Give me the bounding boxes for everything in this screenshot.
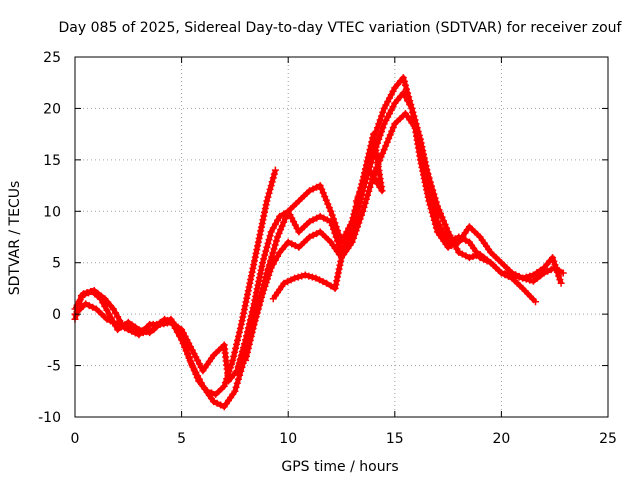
plot-frame — [74, 56, 609, 418]
x-axis-label: GPS time / hours — [281, 459, 398, 475]
x-tick-label: 10 — [279, 431, 297, 447]
y-tick-label: -10 — [38, 410, 61, 426]
y-tick-label: 25 — [43, 50, 61, 66]
series-track-1 — [71, 166, 279, 398]
series-point-markers — [269, 130, 386, 303]
x-tick-labels: 0 5 10 15 20 25 — [71, 431, 617, 447]
y-tick-label: 10 — [43, 204, 61, 220]
x-tick-label: 5 — [177, 431, 186, 447]
axis-ticks — [74, 56, 609, 418]
x-tick-label: 0 — [71, 431, 80, 447]
y-tick-label: 5 — [52, 256, 61, 272]
y-tick-label: -5 — [47, 359, 61, 375]
series-track-4 — [242, 110, 567, 364]
y-tick-label: 20 — [43, 101, 61, 117]
series-track-5 — [269, 130, 386, 303]
y-axis-label: SDTVAR / TECUs — [7, 181, 23, 296]
x-tick-label: 20 — [492, 431, 510, 447]
x-tick-label: 25 — [599, 431, 617, 447]
series-line — [243, 111, 565, 362]
series-point-markers — [71, 74, 565, 411]
y-tick-labels: -10 -5 0 5 10 15 20 25 — [38, 50, 61, 426]
series-track-3 — [71, 89, 540, 385]
grid-lines — [75, 57, 608, 417]
series-point-markers — [71, 89, 540, 385]
y-tick-label: 0 — [52, 307, 61, 323]
x-tick-label: 15 — [386, 431, 404, 447]
series-point-markers — [242, 110, 567, 364]
series-track-2 — [71, 74, 565, 411]
series-line — [72, 75, 564, 410]
data-series — [71, 74, 567, 411]
y-tick-label: 15 — [43, 153, 61, 169]
chart-title: Day 085 of 2025, Sidereal Day-to-day VTE… — [59, 20, 623, 36]
